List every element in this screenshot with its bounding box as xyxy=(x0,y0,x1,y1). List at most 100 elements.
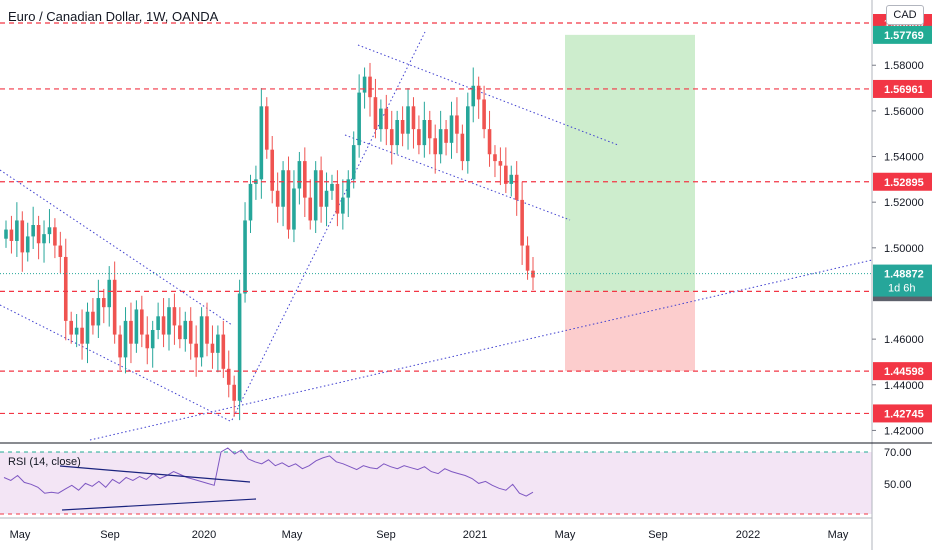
candle-body xyxy=(427,120,432,139)
rsi-tick-label: 70.00 xyxy=(884,447,912,459)
candle-body xyxy=(156,316,160,331)
candle-body xyxy=(297,161,302,189)
trendline[interactable] xyxy=(0,169,233,326)
candle-body xyxy=(482,99,486,130)
candle-body xyxy=(107,279,112,308)
price-tick-label: 1.42000 xyxy=(884,425,924,437)
rsi-trendline[interactable] xyxy=(59,465,251,483)
candle-body xyxy=(232,384,236,401)
candle-body xyxy=(96,298,101,326)
time-tick-label: Sep xyxy=(376,529,396,541)
level-price-label: 1.44598 xyxy=(884,366,924,378)
candle-body xyxy=(292,188,296,230)
current-price-badge-bg xyxy=(873,264,932,297)
time-tick-label: May xyxy=(828,529,849,541)
candle-body xyxy=(341,197,345,214)
candle-body xyxy=(389,129,394,146)
candle-body xyxy=(449,115,454,143)
candle-body xyxy=(145,334,150,349)
rsi-tick-label: 50.00 xyxy=(884,479,912,491)
candle-body xyxy=(118,334,122,358)
candle-body xyxy=(525,245,530,271)
trendline[interactable] xyxy=(357,44,619,146)
rsi-trendline[interactable] xyxy=(61,498,257,511)
candle-body xyxy=(161,316,166,335)
countdown-label: 1d 6h xyxy=(888,283,916,295)
candle-body xyxy=(80,327,84,344)
trendline[interactable] xyxy=(344,134,571,221)
profit-zone[interactable] xyxy=(565,34,695,292)
level-price-label-bg xyxy=(873,362,932,381)
candle-body xyxy=(53,227,57,246)
candle-body xyxy=(25,236,30,253)
time-tick-label: Sep xyxy=(648,529,668,541)
candle-body xyxy=(362,76,367,93)
candle-body xyxy=(351,145,356,180)
candle-body xyxy=(264,106,269,150)
candle-body xyxy=(172,307,177,326)
price-tick-label: 1.44000 xyxy=(884,380,924,392)
candle-body xyxy=(31,225,35,237)
candle-body xyxy=(47,227,52,235)
candle-body xyxy=(15,220,19,241)
level-price-label-bg xyxy=(873,172,932,191)
candle-body xyxy=(20,220,25,253)
candle-body xyxy=(205,316,209,344)
level-price-label-bg xyxy=(873,25,932,44)
price-tick-label: 1.56000 xyxy=(884,106,924,118)
candle-body xyxy=(281,170,285,207)
candle-body xyxy=(335,183,340,214)
candle-body xyxy=(112,279,117,335)
candle-body xyxy=(373,97,378,130)
candle-body xyxy=(493,154,497,162)
candle-layer xyxy=(4,62,535,421)
trendline[interactable] xyxy=(0,304,233,423)
candle-body xyxy=(210,343,215,353)
candle-body xyxy=(444,129,448,143)
candle-body xyxy=(101,298,106,308)
candle-body xyxy=(422,120,427,146)
candle-body xyxy=(129,320,133,344)
trendline[interactable] xyxy=(231,31,426,421)
candle-body xyxy=(199,316,204,358)
candle-body xyxy=(123,320,128,358)
candle-body xyxy=(303,161,307,198)
price-tick-label: 1.52000 xyxy=(884,197,924,209)
level-price-label: 1.57769 xyxy=(884,30,924,42)
candle-body xyxy=(476,85,481,100)
candle-body xyxy=(167,307,171,335)
level-price-label: 1.42745 xyxy=(884,408,924,420)
candle-body xyxy=(194,343,198,358)
time-axis-layer: May Sep 2020 May Sep 2021 May Sep 2022 May xyxy=(10,529,849,541)
chart-title: Euro / Canadian Dollar, 1W, OANDA xyxy=(8,9,219,24)
candle-body xyxy=(178,325,182,340)
trendline[interactable] xyxy=(89,259,873,441)
candle-body xyxy=(504,165,508,184)
price-tick-label: 1.58000 xyxy=(884,60,924,72)
time-tick-label: 2021 xyxy=(463,529,487,541)
candle-body xyxy=(42,234,46,244)
candle-body xyxy=(411,106,416,130)
candle-body xyxy=(58,245,63,257)
candle-body xyxy=(183,320,188,340)
candle-body xyxy=(85,311,90,344)
candle-body xyxy=(460,133,465,162)
candle-body xyxy=(346,179,351,198)
candle-body xyxy=(466,106,470,162)
time-tick-label: May xyxy=(282,529,303,541)
candle-body xyxy=(471,85,476,107)
candle-body xyxy=(417,129,421,146)
candle-body xyxy=(319,170,323,207)
candle-body xyxy=(368,76,372,98)
time-tick-label: 2020 xyxy=(192,529,216,541)
candle-body xyxy=(308,197,313,221)
loss-zone[interactable] xyxy=(565,291,695,372)
trendline-layer xyxy=(0,31,873,441)
candle-body xyxy=(150,330,155,349)
candle-body xyxy=(221,334,226,369)
currency-badge[interactable]: CAD xyxy=(886,5,924,25)
candle-body xyxy=(69,320,73,335)
candle-body xyxy=(74,327,79,335)
candle-body xyxy=(406,106,410,134)
